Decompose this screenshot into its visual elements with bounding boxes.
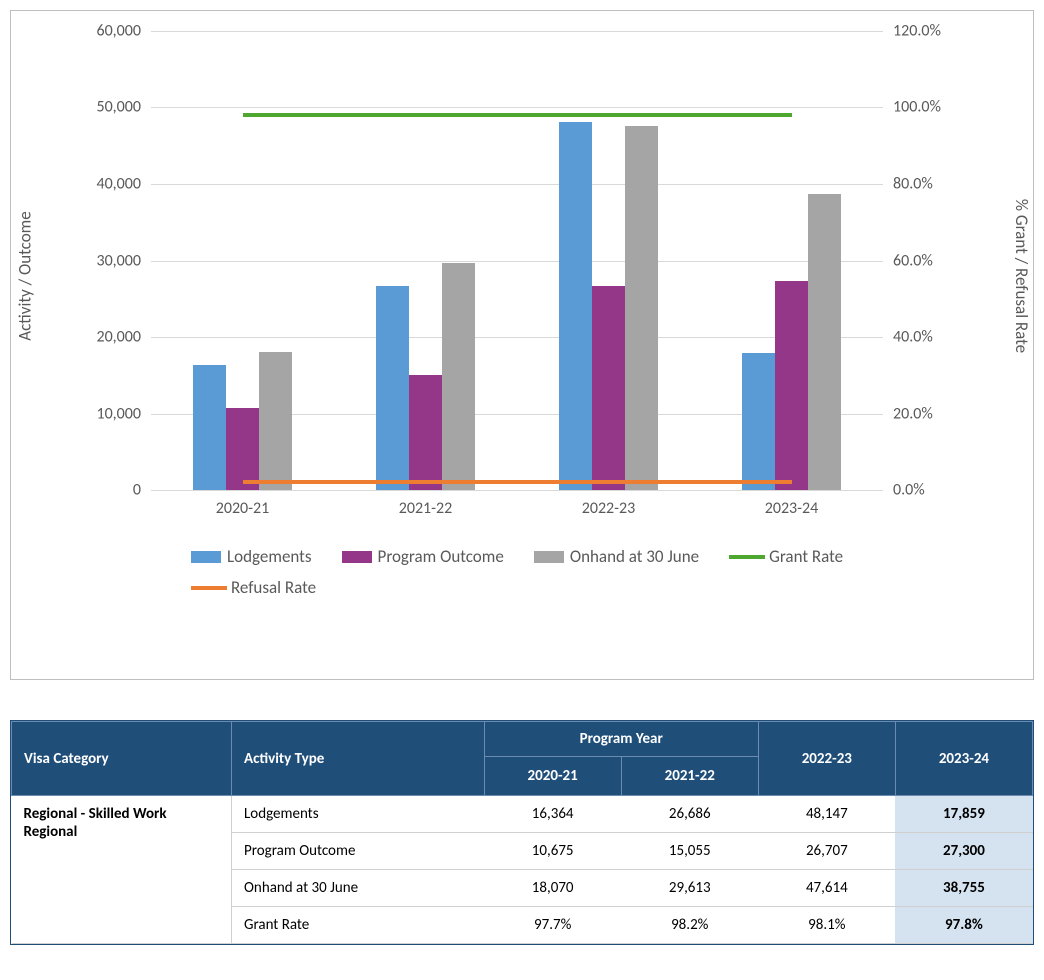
x-tick: 2021-22 [399,499,453,518]
cell-activity-type: Grant Rate [232,907,485,944]
cell-value: 97.7% [484,907,621,944]
legend-line-swatch [729,555,765,559]
gridline [151,31,883,32]
col-visa-category: Visa Category [12,722,232,796]
y-axis-left-title: Activity / Outcome [15,211,36,340]
col-2022-23: 2022-23 [758,722,895,796]
y-axis-right-title: % Grant / Refusal Rate [1011,199,1032,353]
chart-legend: Lodgements Program Outcome Onhand at 30 Ju… [21,531,1013,603]
chart-panel: Activity / Outcome % Grant / Refusal Rat… [10,10,1034,680]
bar-program-outcome [775,281,808,490]
y-tick-left: 30,000 [81,251,141,270]
bar-program-outcome [409,375,442,490]
y-tick-left: 50,000 [81,98,141,117]
bar-lodgements [559,122,592,490]
gridline [151,184,883,185]
col-activity-type: Activity Type [232,722,485,796]
legend-label: Lodgements [227,546,312,567]
cell-value: 29,613 [621,870,758,907]
cell-value: 17,859 [895,796,1032,833]
y-tick-left: 60,000 [81,22,141,41]
y-tick-left: 40,000 [81,174,141,193]
cell-value: 27,300 [895,833,1032,870]
col-2023-24: 2023-24 [895,722,1032,796]
x-tick: 2020-21 [216,499,270,518]
cell-activity-type: Onhand at 30 June [232,870,485,907]
chart-area: Activity / Outcome % Grant / Refusal Rat… [81,21,953,531]
y-tick-right: 20.0% [893,404,953,423]
cell-activity-type: Lodgements [232,796,485,833]
y-tick-left: 0 [81,481,141,500]
y-tick-right: 80.0% [893,174,953,193]
table-row: Regional - Skilled Work RegionalLodgemen… [12,796,1033,833]
legend-item: Lodgements [191,546,312,567]
cell-activity-type: Program Outcome [232,833,485,870]
legend-bar-swatch [534,551,564,563]
cell-value: 10,675 [484,833,621,870]
legend-line-swatch [191,586,227,590]
x-tick: 2022-23 [582,499,636,518]
bar-lodgements [742,353,775,490]
cell-value: 16,364 [484,796,621,833]
bar-onhand-at-30-june [808,194,841,490]
legend-item: Onhand at 30 June [534,546,699,567]
gridline [151,107,883,108]
legend-label: Program Outcome [378,546,504,567]
bar-program-outcome [226,408,259,490]
bar-program-outcome [592,286,625,490]
legend-label: Refusal Rate [231,577,316,598]
legend-label: Onhand at 30 June [570,546,699,567]
cell-value: 98.1% [758,907,895,944]
line-grant-rate [243,113,792,117]
col-super-program-year: Program Year [484,722,758,757]
col-2021-22: 2021-22 [621,757,758,796]
cell-value: 47,614 [758,870,895,907]
y-tick-left: 20,000 [81,327,141,346]
cell-value: 15,055 [621,833,758,870]
y-tick-right: 40.0% [893,327,953,346]
cell-value: 26,686 [621,796,758,833]
cell-value: 18,070 [484,870,621,907]
cell-value: 38,755 [895,870,1032,907]
cell-visa-category: Regional - Skilled Work Regional [12,796,232,944]
bar-onhand-at-30-june [259,352,292,490]
cell-value: 97.8% [895,907,1032,944]
cell-value: 26,707 [758,833,895,870]
cell-value: 48,147 [758,796,895,833]
data-table-wrap: Visa Category Activity Type Program Year… [10,720,1034,945]
y-tick-right: 100.0% [893,98,953,117]
bar-onhand-at-30-june [442,263,475,490]
gridline [151,261,883,262]
legend-item: Refusal Rate [191,577,316,598]
bar-lodgements [193,365,226,490]
cell-value: 98.2% [621,907,758,944]
legend-bar-swatch [191,551,221,563]
line-refusal-rate [243,480,792,484]
legend-bar-swatch [342,551,372,563]
plot-region: 00.0%10,00020.0%20,00040.0%30,00060.0%40… [151,31,883,491]
bar-lodgements [376,286,409,490]
bar-onhand-at-30-june [625,126,658,490]
data-table: Visa Category Activity Type Program Year… [11,721,1033,944]
col-2020-21: 2020-21 [484,757,621,796]
y-tick-right: 120.0% [893,22,953,41]
x-tick: 2023-24 [765,499,819,518]
y-tick-left: 10,000 [81,404,141,423]
y-tick-right: 0.0% [893,481,953,500]
y-tick-right: 60.0% [893,251,953,270]
legend-item: Grant Rate [729,546,843,567]
gridline [151,337,883,338]
legend-item: Program Outcome [342,546,504,567]
legend-label: Grant Rate [769,546,843,567]
